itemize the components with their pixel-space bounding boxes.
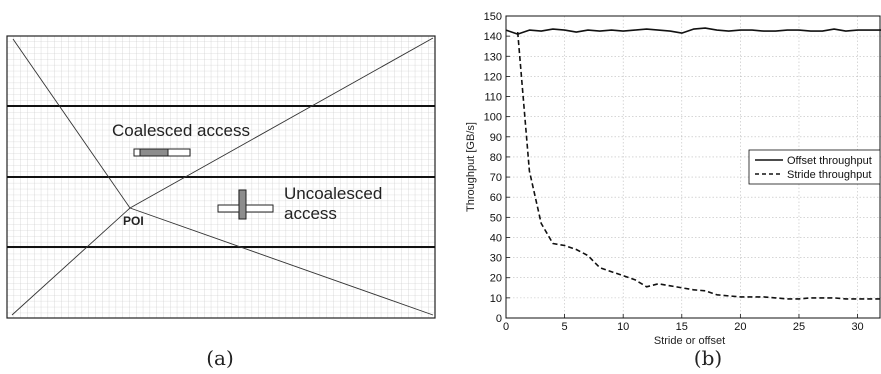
coalesced-label: Coalesced access — [112, 121, 250, 140]
stride-throughput-line — [516, 32, 881, 300]
caption-b: (b) — [694, 346, 722, 370]
legend-box — [748, 149, 881, 185]
projection-line-4 — [129, 207, 434, 316]
legend-label-stride: Stride throughput — [787, 169, 871, 181]
y-tick-label: 10 — [490, 293, 502, 305]
projection-line-3 — [11, 207, 131, 316]
x-tick-label: 15 — [676, 321, 688, 333]
y-tick-label: 70 — [490, 172, 502, 184]
x-tick-label: 20 — [734, 321, 746, 333]
y-axis-label: Throughput [GB/s] — [465, 122, 477, 212]
y-tick-label: 20 — [490, 273, 502, 285]
y-tick-label: 140 — [484, 31, 502, 43]
poi-label: POI — [123, 214, 144, 228]
y-tick-label: 60 — [490, 192, 502, 204]
chart-legend: Offset throughput Stride throughput — [748, 149, 881, 185]
caption-a: (a) — [206, 346, 234, 370]
y-tick-label: 120 — [484, 71, 502, 83]
x-ticks: 0 5 10 15 20 25 30 — [503, 314, 864, 333]
uncoalesced-label-line2: access — [284, 204, 337, 223]
panel-b-chart: 0 10 20 30 40 50 60 70 80 90 100 110 120 130 140 150 0 5… — [465, 11, 881, 347]
uncoalesced-block — [217, 189, 274, 220]
y-tick-label: 40 — [490, 232, 502, 244]
offset-throughput-line — [505, 27, 881, 35]
chart-series — [505, 27, 881, 300]
x-tick-label: 5 — [562, 321, 568, 333]
y-tick-label: 90 — [490, 132, 502, 144]
y-ticks: 0 10 20 30 40 50 60 70 80 90 100 110 120 130 140 150 — [484, 11, 510, 325]
y-tick-label: 0 — [496, 313, 502, 325]
legend-label-offset: Offset throughput — [787, 155, 872, 167]
panel-a-diagram: Coalesced access Uncoalesced access POI — [6, 35, 436, 319]
y-tick-label: 30 — [490, 253, 502, 265]
coalesced-block — [133, 148, 191, 157]
x-tick-label: 10 — [617, 321, 629, 333]
y-tick-label: 100 — [484, 112, 502, 124]
y-tick-label: 50 — [490, 212, 502, 224]
y-tick-label: 80 — [490, 152, 502, 164]
y-tick-label: 110 — [484, 92, 502, 104]
x-tick-label: 0 — [503, 321, 509, 333]
uncoalesced-label-line1: Uncoalesced — [284, 184, 382, 203]
y-tick-label: 130 — [484, 51, 502, 63]
x-axis-label: Stride or offset — [654, 335, 725, 347]
x-tick-label: 30 — [851, 321, 863, 333]
projection-line-1 — [12, 38, 131, 209]
projection-line-2 — [129, 37, 434, 209]
y-tick-label: 150 — [484, 11, 502, 23]
x-tick-label: 25 — [793, 321, 805, 333]
